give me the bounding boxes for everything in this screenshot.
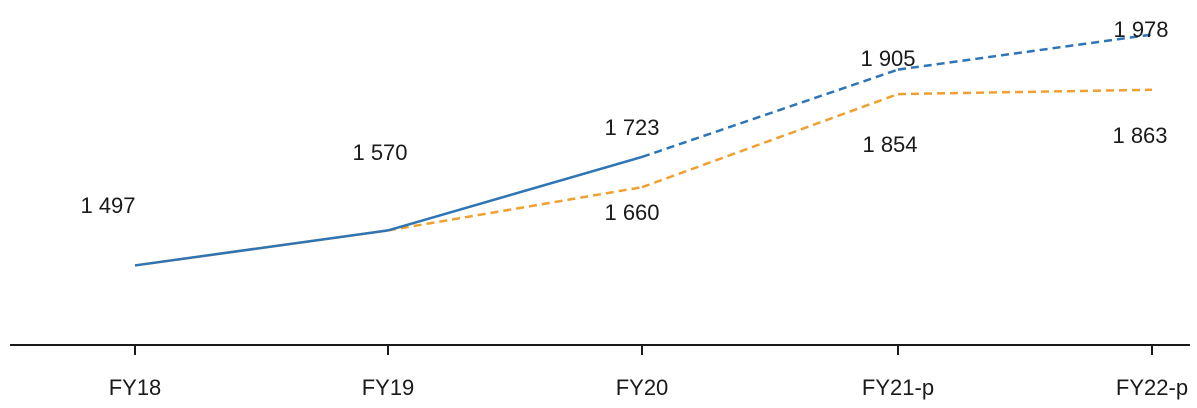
data-label: 1 660 [604, 200, 659, 225]
data-label: 1 863 [1112, 123, 1167, 148]
series-2-segment [387, 185, 643, 232]
series-1-segment [134, 229, 389, 267]
series-1-segment [641, 68, 899, 159]
data-label: 1 978 [1113, 17, 1168, 42]
series-2-segment [897, 88, 1153, 96]
data-label: 1 497 [80, 193, 135, 218]
data-label: 1 854 [862, 132, 917, 157]
x-tick-label: FY19 [362, 375, 415, 400]
data-label: 1 905 [860, 46, 915, 71]
x-tick-label: FY21-p [862, 375, 934, 400]
x-tick-label: FY20 [616, 375, 669, 400]
x-tick-label: FY22-p [1116, 375, 1188, 400]
data-label: 1 723 [604, 115, 659, 140]
series-1-segment [387, 155, 643, 232]
series-1-segment [897, 33, 1153, 71]
x-tick-label: FY18 [109, 375, 162, 400]
series-2-segment [641, 92, 899, 189]
data-label: 1 570 [352, 140, 407, 165]
